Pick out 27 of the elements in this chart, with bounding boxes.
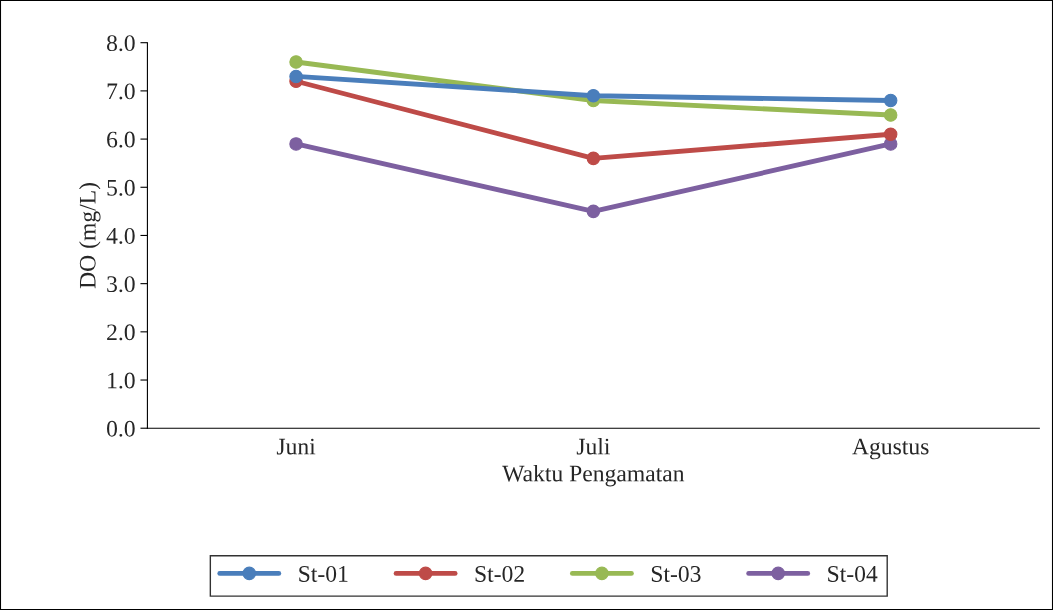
x-tick-label: Juli [576,437,610,455]
legend-label: St-03 [651,565,701,582]
x-axis-title: Waktu Pengamatan [502,464,685,487]
y-tick-label: 6.0 [107,131,135,148]
y-tick-label: 0.0 [107,420,135,437]
y-axis-title: DO (mg/L) [79,183,101,289]
point [586,204,601,219]
y-tick-label: 2.0 [107,324,135,341]
y-tick-label: 4.0 [106,227,135,244]
y-tick-label: 5.0 [107,179,135,196]
point [289,69,303,84]
y-tick-label: 7.0 [107,83,135,100]
point [586,88,601,103]
y-tick-label: 3.0 [107,276,135,293]
legend-label: St-01 [299,565,348,582]
y-tick-label: 8.0 [107,35,135,52]
x-tick-label: Agustus [852,438,929,460]
legend-label: St-04 [828,565,878,582]
point [289,55,303,69]
point [289,137,303,151]
point [586,151,601,166]
x-tick-label: Juni [276,438,316,455]
point [883,93,898,108]
legend-label: St-02 [475,565,524,582]
point [883,127,898,142]
y-tick-label: 1.0 [108,372,135,389]
point [883,108,898,122]
